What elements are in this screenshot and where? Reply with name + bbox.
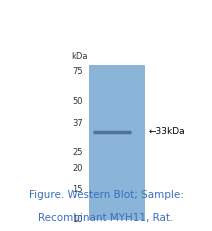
Text: 25: 25 [72, 148, 83, 157]
Text: 75: 75 [72, 67, 83, 76]
Text: 37: 37 [72, 119, 83, 128]
Text: 20: 20 [72, 164, 83, 173]
Text: kDa: kDa [71, 52, 88, 61]
Text: Figure. Western Blot; Sample:: Figure. Western Blot; Sample: [29, 190, 183, 200]
Text: ←33kDa: ←33kDa [148, 127, 185, 136]
Text: Recombinant MYH11, Rat.: Recombinant MYH11, Rat. [38, 213, 174, 223]
Text: 10: 10 [72, 215, 83, 224]
Text: 15: 15 [72, 185, 83, 194]
Bar [89, 65, 144, 219]
Text: 50: 50 [72, 97, 83, 106]
